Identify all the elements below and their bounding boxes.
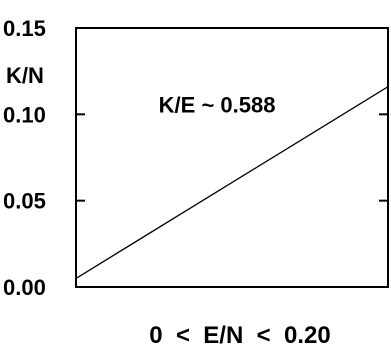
y-tick-label: 0.05	[3, 189, 46, 214]
series-layer	[75, 86, 389, 279]
y-axis-label: K/N	[6, 63, 44, 88]
series-line	[75, 86, 389, 279]
plot-area	[75, 27, 389, 288]
y-tick-label: 0.10	[3, 102, 46, 127]
y-axis-tick-labels: 0.00 0.05 0.10 0.15	[3, 16, 46, 300]
annotation-layer: K/E ~ 0.588	[159, 93, 276, 118]
y-axis-ticks	[76, 27, 388, 288]
y-tick-label: 0.15	[3, 16, 46, 41]
x-axis-label: 0 < E/N < 0.20	[149, 322, 330, 349]
annotation-label: K/E ~ 0.588	[159, 93, 276, 118]
y-tick-label: 0.00	[3, 275, 46, 300]
